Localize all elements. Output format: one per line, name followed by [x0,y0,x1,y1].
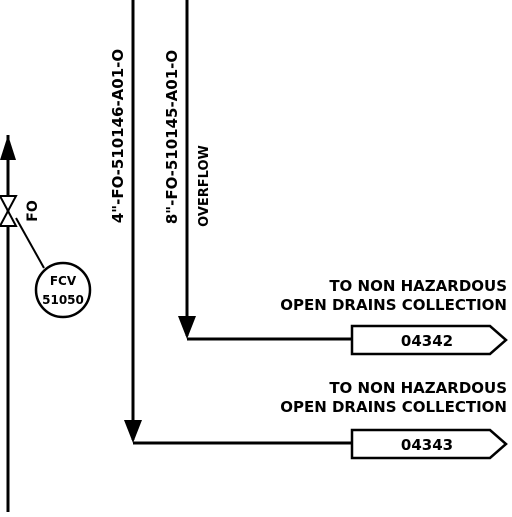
connector-sheet-number: 04342 [401,332,453,350]
flow-arrow-down-icon [124,420,142,443]
flow-arrow-up-icon [0,135,16,160]
offpage-arrow-icon [350,428,508,460]
instrument-tag-type: FCV [50,274,77,288]
connector-note-line2: OPEN DRAINS COLLECTION [280,398,507,416]
instrument-bubble: FCV 51050 [34,261,92,319]
overflow-label: OVERFLOW [197,145,212,227]
control-valve-icon [0,195,18,227]
offpage-connector-04343: TO NON HAZARDOUS OPEN DRAINS COLLECTION … [280,379,508,460]
instrument-tag-number: 51050 [42,293,84,307]
offpage-arrow-icon [350,324,508,356]
line-number-8in: 8"-FO-510145-A01-O [163,50,181,224]
instrument-bubble-circle [34,261,92,319]
offpage-connector-04342: TO NON HAZARDOUS OPEN DRAINS COLLECTION … [280,277,508,356]
connector-sheet-number: 04343 [401,436,453,454]
line-number-4in: 4"-FO-510146-A01-O [109,49,127,223]
connector-note-line1: TO NON HAZARDOUS [329,379,507,397]
valve-fail-position: FO [25,200,41,222]
connector-note-line1: TO NON HAZARDOUS [329,277,507,295]
connector-note-line2: OPEN DRAINS COLLECTION [280,296,507,314]
flow-arrow-down-icon [178,316,196,339]
instrument-leader [15,217,45,269]
